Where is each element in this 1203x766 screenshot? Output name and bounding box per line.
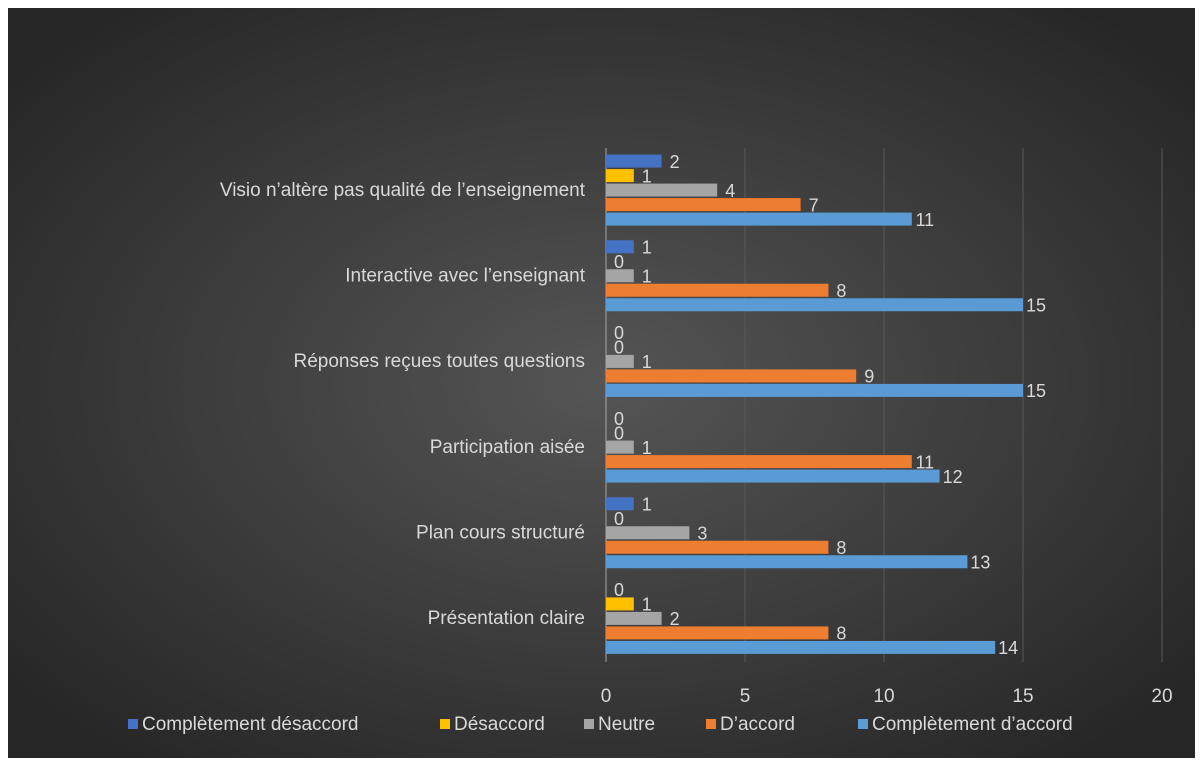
x-tick-label: 10 (873, 686, 894, 707)
legend-label: Complètement d’accord (872, 714, 1073, 735)
legend-label: Neutre (598, 714, 655, 735)
data-label: 1 (642, 166, 652, 186)
data-label: 15 (1026, 296, 1046, 316)
bar (606, 626, 829, 640)
data-label: 1 (642, 495, 652, 515)
bar (606, 354, 634, 368)
data-label: 1 (642, 352, 652, 372)
bar (606, 269, 634, 283)
category-label: Réponses reçues toutes questions (293, 351, 585, 372)
chart-background (8, 8, 1195, 758)
bar (606, 455, 912, 469)
legend-swatch (584, 719, 594, 729)
data-label: 12 (943, 467, 963, 487)
data-label: 0 (614, 338, 624, 358)
data-label: 11 (915, 452, 934, 472)
bar (606, 526, 690, 540)
data-label: 0 (614, 509, 624, 529)
data-label: 13 (970, 553, 990, 573)
data-label: 1 (642, 238, 652, 258)
bar (606, 597, 634, 611)
bar (606, 298, 1023, 312)
data-label: 0 (614, 409, 624, 429)
data-label: 1 (642, 267, 652, 287)
category-label: Visio n’altère pas qualité de l’enseigne… (220, 180, 586, 201)
legend-label: Complètement désaccord (142, 714, 359, 735)
bar (606, 383, 1023, 397)
bar (606, 183, 718, 197)
category-label: Plan cours structuré (416, 523, 585, 544)
bar (606, 169, 634, 183)
bar (606, 212, 912, 226)
category-label: Présentation claire (428, 608, 585, 629)
data-label: 8 (836, 624, 846, 644)
data-label: 4 (725, 181, 735, 201)
bar (606, 497, 634, 511)
bar (606, 440, 634, 454)
data-label: 0 (614, 252, 624, 272)
legend-swatch (858, 719, 868, 729)
data-label: 14 (998, 638, 1018, 658)
bar (606, 640, 996, 654)
data-label: 0 (614, 423, 624, 443)
legend-label: D’accord (720, 714, 795, 735)
category-label: Participation aisée (430, 437, 585, 458)
legend-swatch (440, 719, 450, 729)
bar (606, 198, 801, 212)
data-label: 9 (864, 367, 874, 387)
x-tick-label: 0 (601, 686, 612, 707)
data-label: 2 (670, 152, 680, 172)
legend-swatch (706, 719, 716, 729)
bar (606, 283, 829, 297)
category-label: Interactive avec l’enseignant (345, 266, 585, 287)
data-label: 3 (697, 524, 707, 544)
data-label: 11 (915, 210, 934, 230)
x-tick-label: 20 (1151, 686, 1172, 707)
data-label: 8 (836, 538, 846, 558)
bar (606, 469, 940, 483)
data-label: 1 (642, 438, 652, 458)
data-label: 15 (1026, 381, 1046, 401)
data-label: 2 (670, 609, 680, 629)
legend-swatch (128, 719, 138, 729)
data-label: 0 (614, 580, 624, 600)
x-tick-label: 5 (740, 686, 751, 707)
x-tick-label: 15 (1012, 686, 1033, 707)
legend-label: Désaccord (454, 714, 545, 735)
bar (606, 540, 829, 554)
data-label: 8 (836, 281, 846, 301)
bar (606, 369, 857, 383)
bar (606, 154, 662, 168)
data-label: 0 (614, 323, 624, 343)
bar (606, 611, 662, 625)
data-label: 1 (642, 595, 652, 615)
data-label: 7 (809, 195, 819, 215)
bar (606, 555, 968, 569)
bar (606, 240, 634, 254)
